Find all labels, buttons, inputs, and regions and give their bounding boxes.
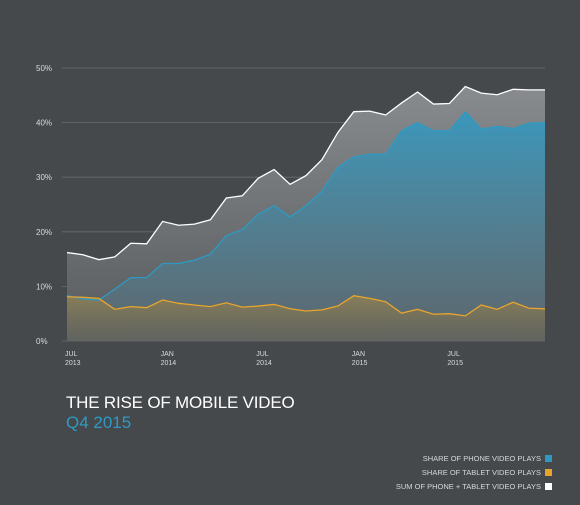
y-tick-label: 0% — [36, 337, 48, 346]
x-tick-label: JUL — [65, 351, 78, 358]
legend-swatch-tablet — [545, 469, 552, 476]
x-tick-label: 2014 — [161, 360, 177, 367]
legend-item-phone: SHARE OF PHONE VIDEO PLAYS — [396, 452, 552, 466]
legend-label-tablet: SHARE OF TABLET VIDEO PLAYS — [421, 468, 541, 477]
x-tick-label: 2015 — [447, 360, 463, 367]
area-phone — [67, 111, 545, 342]
plot-lines — [66, 85, 546, 317]
y-tick-label: 10% — [36, 282, 52, 291]
line-tablet — [66, 294, 546, 317]
legend-item-tablet: SHARE OF TABLET VIDEO PLAYS — [396, 466, 552, 480]
legend: SHARE OF PHONE VIDEO PLAYS SHARE OF TABL… — [396, 452, 552, 494]
line-phone — [66, 110, 546, 301]
plot-areas — [67, 86, 545, 342]
chart-title: THE RISE OF MOBILE VIDEO — [66, 393, 295, 412]
x-tick-label: JAN — [352, 351, 365, 358]
line-sum — [66, 85, 545, 261]
x-tick-label: 2015 — [352, 360, 368, 367]
y-axis-ticks: 50% 40% 30% 20% 10% 0% — [36, 64, 52, 346]
legend-label-sum: SUM OF PHONE + TABLET VIDEO PLAYS — [395, 482, 541, 491]
x-tick-label: 2013 — [65, 360, 81, 367]
x-tick-label: JAN — [161, 351, 174, 358]
legend-item-sum: SUM OF PHONE + TABLET VIDEO PLAYS — [396, 480, 552, 494]
y-tick-label: 20% — [36, 228, 52, 237]
legend-label-phone: SHARE OF PHONE VIDEO PLAYS — [422, 454, 541, 463]
y-tick-label: 50% — [36, 64, 52, 73]
x-tick-label: JUL — [256, 351, 269, 358]
x-tick-label: 2014 — [256, 360, 272, 367]
chart-subtitle: Q4 2015 — [66, 413, 132, 432]
title-block: THE RISE OF MOBILE VIDEO Q4 2015 — [66, 393, 295, 433]
y-tick-label: 40% — [36, 119, 52, 128]
legend-swatch-phone — [545, 455, 552, 462]
legend-swatch-sum — [545, 483, 552, 490]
area-tablet — [67, 295, 545, 341]
x-axis-ticks: JUL 2013 JAN 2014 JUL 2014 JAN 2015 JUL 2015 — [65, 351, 463, 367]
y-tick-label: 30% — [36, 173, 52, 182]
x-tick-label: JUL — [447, 351, 460, 358]
